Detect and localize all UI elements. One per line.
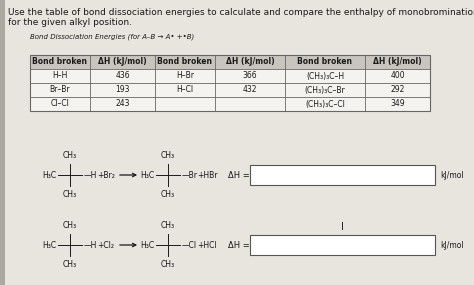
Text: Use the table of bond dissociation energies to calculate and compare the enthalp: Use the table of bond dissociation energ… xyxy=(8,8,474,17)
Text: Bond Dissociation Energies (for A–B → A• +•B): Bond Dissociation Energies (for A–B → A•… xyxy=(30,33,194,40)
Text: CH₃: CH₃ xyxy=(63,190,77,199)
Text: 292: 292 xyxy=(390,86,405,95)
Text: —Br: —Br xyxy=(182,170,198,180)
Text: Cl–Cl: Cl–Cl xyxy=(51,99,69,109)
Text: 349: 349 xyxy=(390,99,405,109)
Text: CH₃: CH₃ xyxy=(63,151,77,160)
Bar xyxy=(30,55,430,111)
Text: 366: 366 xyxy=(243,72,257,80)
Text: —H: —H xyxy=(84,241,97,249)
Text: CH₃: CH₃ xyxy=(63,260,77,269)
Text: H–H: H–H xyxy=(52,72,68,80)
Text: H₃C: H₃C xyxy=(42,170,56,180)
Text: Bond broken: Bond broken xyxy=(33,58,88,66)
Text: 243: 243 xyxy=(115,99,130,109)
Text: H₃C: H₃C xyxy=(140,170,154,180)
Text: H–Br: H–Br xyxy=(176,72,194,80)
Text: CH₃: CH₃ xyxy=(63,221,77,230)
Text: 436: 436 xyxy=(115,72,130,80)
Text: ΔH (kJ/mol): ΔH (kJ/mol) xyxy=(373,58,422,66)
Text: Bond broken: Bond broken xyxy=(298,58,353,66)
Text: 400: 400 xyxy=(390,72,405,80)
Text: ΔH (kJ/mol): ΔH (kJ/mol) xyxy=(226,58,274,66)
Text: Br–Br: Br–Br xyxy=(50,86,70,95)
Text: H₃C: H₃C xyxy=(42,241,56,249)
Bar xyxy=(0,0,5,285)
Text: —Cl: —Cl xyxy=(182,241,197,249)
Text: +HBr: +HBr xyxy=(197,170,218,180)
Text: +Br₂: +Br₂ xyxy=(97,170,115,180)
Text: H–Cl: H–Cl xyxy=(176,86,193,95)
Text: kJ/mol: kJ/mol xyxy=(440,170,464,180)
Text: +HCl: +HCl xyxy=(197,241,217,249)
Text: CH₃: CH₃ xyxy=(161,221,175,230)
Text: +Cl₂: +Cl₂ xyxy=(97,241,114,249)
Text: for the given alkyl position.: for the given alkyl position. xyxy=(8,18,132,27)
Text: CH₃: CH₃ xyxy=(161,190,175,199)
Bar xyxy=(250,235,435,255)
Text: 193: 193 xyxy=(115,86,130,95)
Text: Bond broken: Bond broken xyxy=(157,58,212,66)
Text: CH₃: CH₃ xyxy=(161,151,175,160)
Text: 432: 432 xyxy=(243,86,257,95)
Text: (CH₃)₃C–H: (CH₃)₃C–H xyxy=(306,72,344,80)
Bar xyxy=(30,55,430,69)
Text: CH₃: CH₃ xyxy=(161,260,175,269)
Bar xyxy=(250,165,435,185)
Text: kJ/mol: kJ/mol xyxy=(440,241,464,249)
Text: I: I xyxy=(340,222,344,232)
Text: H₃C: H₃C xyxy=(140,241,154,249)
Text: ΔH =: ΔH = xyxy=(228,170,250,180)
Text: —H: —H xyxy=(84,170,97,180)
Text: ΔH =: ΔH = xyxy=(228,241,250,249)
Text: ΔH (kJ/mol): ΔH (kJ/mol) xyxy=(98,58,147,66)
Bar xyxy=(30,55,430,111)
Text: (CH₃)₃C–Cl: (CH₃)₃C–Cl xyxy=(305,99,345,109)
Text: (CH₃)₃C–Br: (CH₃)₃C–Br xyxy=(305,86,346,95)
